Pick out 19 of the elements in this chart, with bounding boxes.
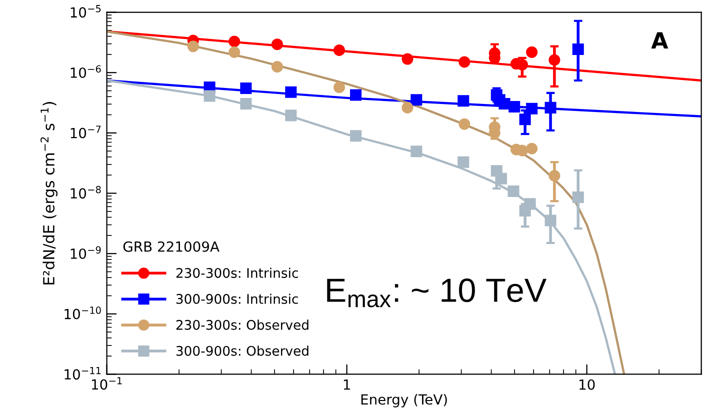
y-tick-label: 10$^{−10}$ — [64, 306, 101, 320]
y-tick-label: 10$^{−11}$ — [64, 367, 101, 380]
legend-label: 230-300s: Intrinsic — [176, 268, 298, 278]
legend-label: 300-900s: Intrinsic — [176, 294, 298, 304]
y-tick-label: 10$^{−7}$ — [70, 126, 101, 138]
legend-label: 230-300s: Observed — [176, 320, 308, 330]
annotation: A — [651, 32, 668, 48]
y-tick-label: 10$^{−5}$ — [70, 5, 101, 18]
y-tick-label: 10$^{−9}$ — [70, 246, 101, 259]
annotation: E$_{max}$: ~ 10 TeV — [327, 278, 546, 308]
y-tick-label: 10$^{−8}$ — [70, 186, 101, 199]
y-axis-title: E²dN/dE (ergs cm$^{−2}$ s$^{−1}$) — [40, 102, 58, 284]
x-tick-label: 10 — [580, 379, 595, 390]
x-tick-label: 1 — [344, 380, 350, 390]
legend-label: 300-900s: Observed — [176, 346, 308, 356]
legend-title: GRB 221009A — [123, 241, 220, 252]
x-axis-title: Energy (TeV) — [361, 394, 447, 408]
y-tick-label: 10$^{−6}$ — [70, 65, 101, 78]
x-tick-label: 10$^{−1}$ — [92, 377, 122, 390]
